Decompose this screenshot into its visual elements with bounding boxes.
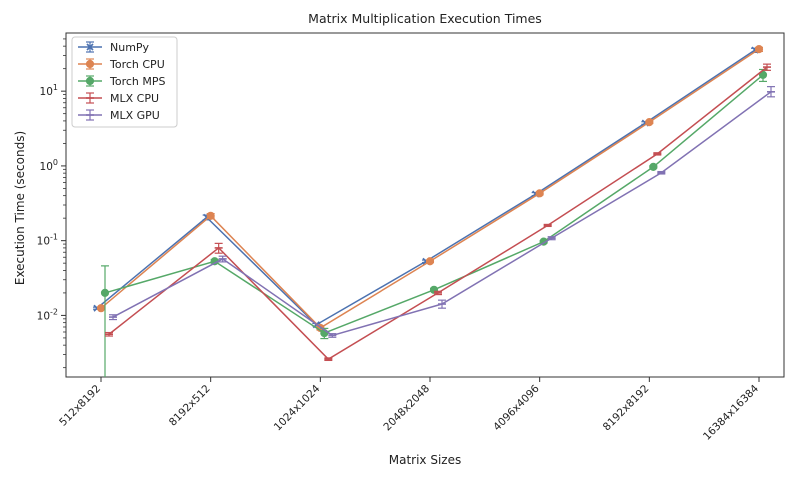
data-point	[100, 288, 110, 298]
legend-label: MLX CPU	[110, 92, 159, 105]
data-point	[649, 162, 658, 172]
plot-area: 512x8192 8192x512 1024x1024 2048x2048 4096x4…	[37, 32, 785, 443]
legend-label: NumPy	[110, 41, 150, 54]
y-axis-label: Execution Time (seconds)	[13, 131, 27, 285]
legend-marker	[85, 59, 95, 69]
legend-marker	[85, 76, 95, 86]
x-tick-label: 4096x4096	[491, 382, 542, 433]
y-tick-label: 10-2	[37, 307, 58, 322]
data-point	[645, 118, 654, 127]
legend: NumPy Torch CPU Torch MPS MLX CPU MLX GPU	[71, 36, 178, 128]
data-point	[754, 45, 764, 54]
data-point	[206, 211, 215, 220]
data-point	[96, 304, 106, 313]
x-tick-label: 8192x512	[167, 383, 213, 429]
y-tick-label: 100	[40, 158, 58, 173]
series-line-0	[96, 49, 756, 326]
y-tick-label: 101	[40, 83, 58, 98]
chart-title: Matrix Multiplication Execution Times	[308, 11, 542, 26]
legend-label: Torch MPS	[109, 75, 166, 88]
legend-marker	[86, 43, 94, 51]
x-axis-label: Matrix Sizes	[389, 453, 461, 467]
data-point	[758, 70, 768, 80]
x-tick-label: 8192x8192	[601, 383, 652, 434]
legend-label: Torch CPU	[109, 58, 165, 71]
x-tick-label: 512x8192	[57, 383, 103, 429]
x-tick-label: 2048x2048	[381, 383, 432, 434]
series-layer	[93, 45, 775, 377]
legend-label: MLX GPU	[110, 109, 160, 122]
x-tick-label: 16384x16384	[701, 382, 761, 442]
data-point	[535, 189, 544, 198]
data-point	[425, 257, 435, 266]
series-line-1	[100, 48, 760, 329]
y-tick-label: 10-1	[37, 233, 58, 248]
legend-box	[71, 36, 178, 128]
x-tick-label: 1024x1024	[272, 382, 323, 433]
